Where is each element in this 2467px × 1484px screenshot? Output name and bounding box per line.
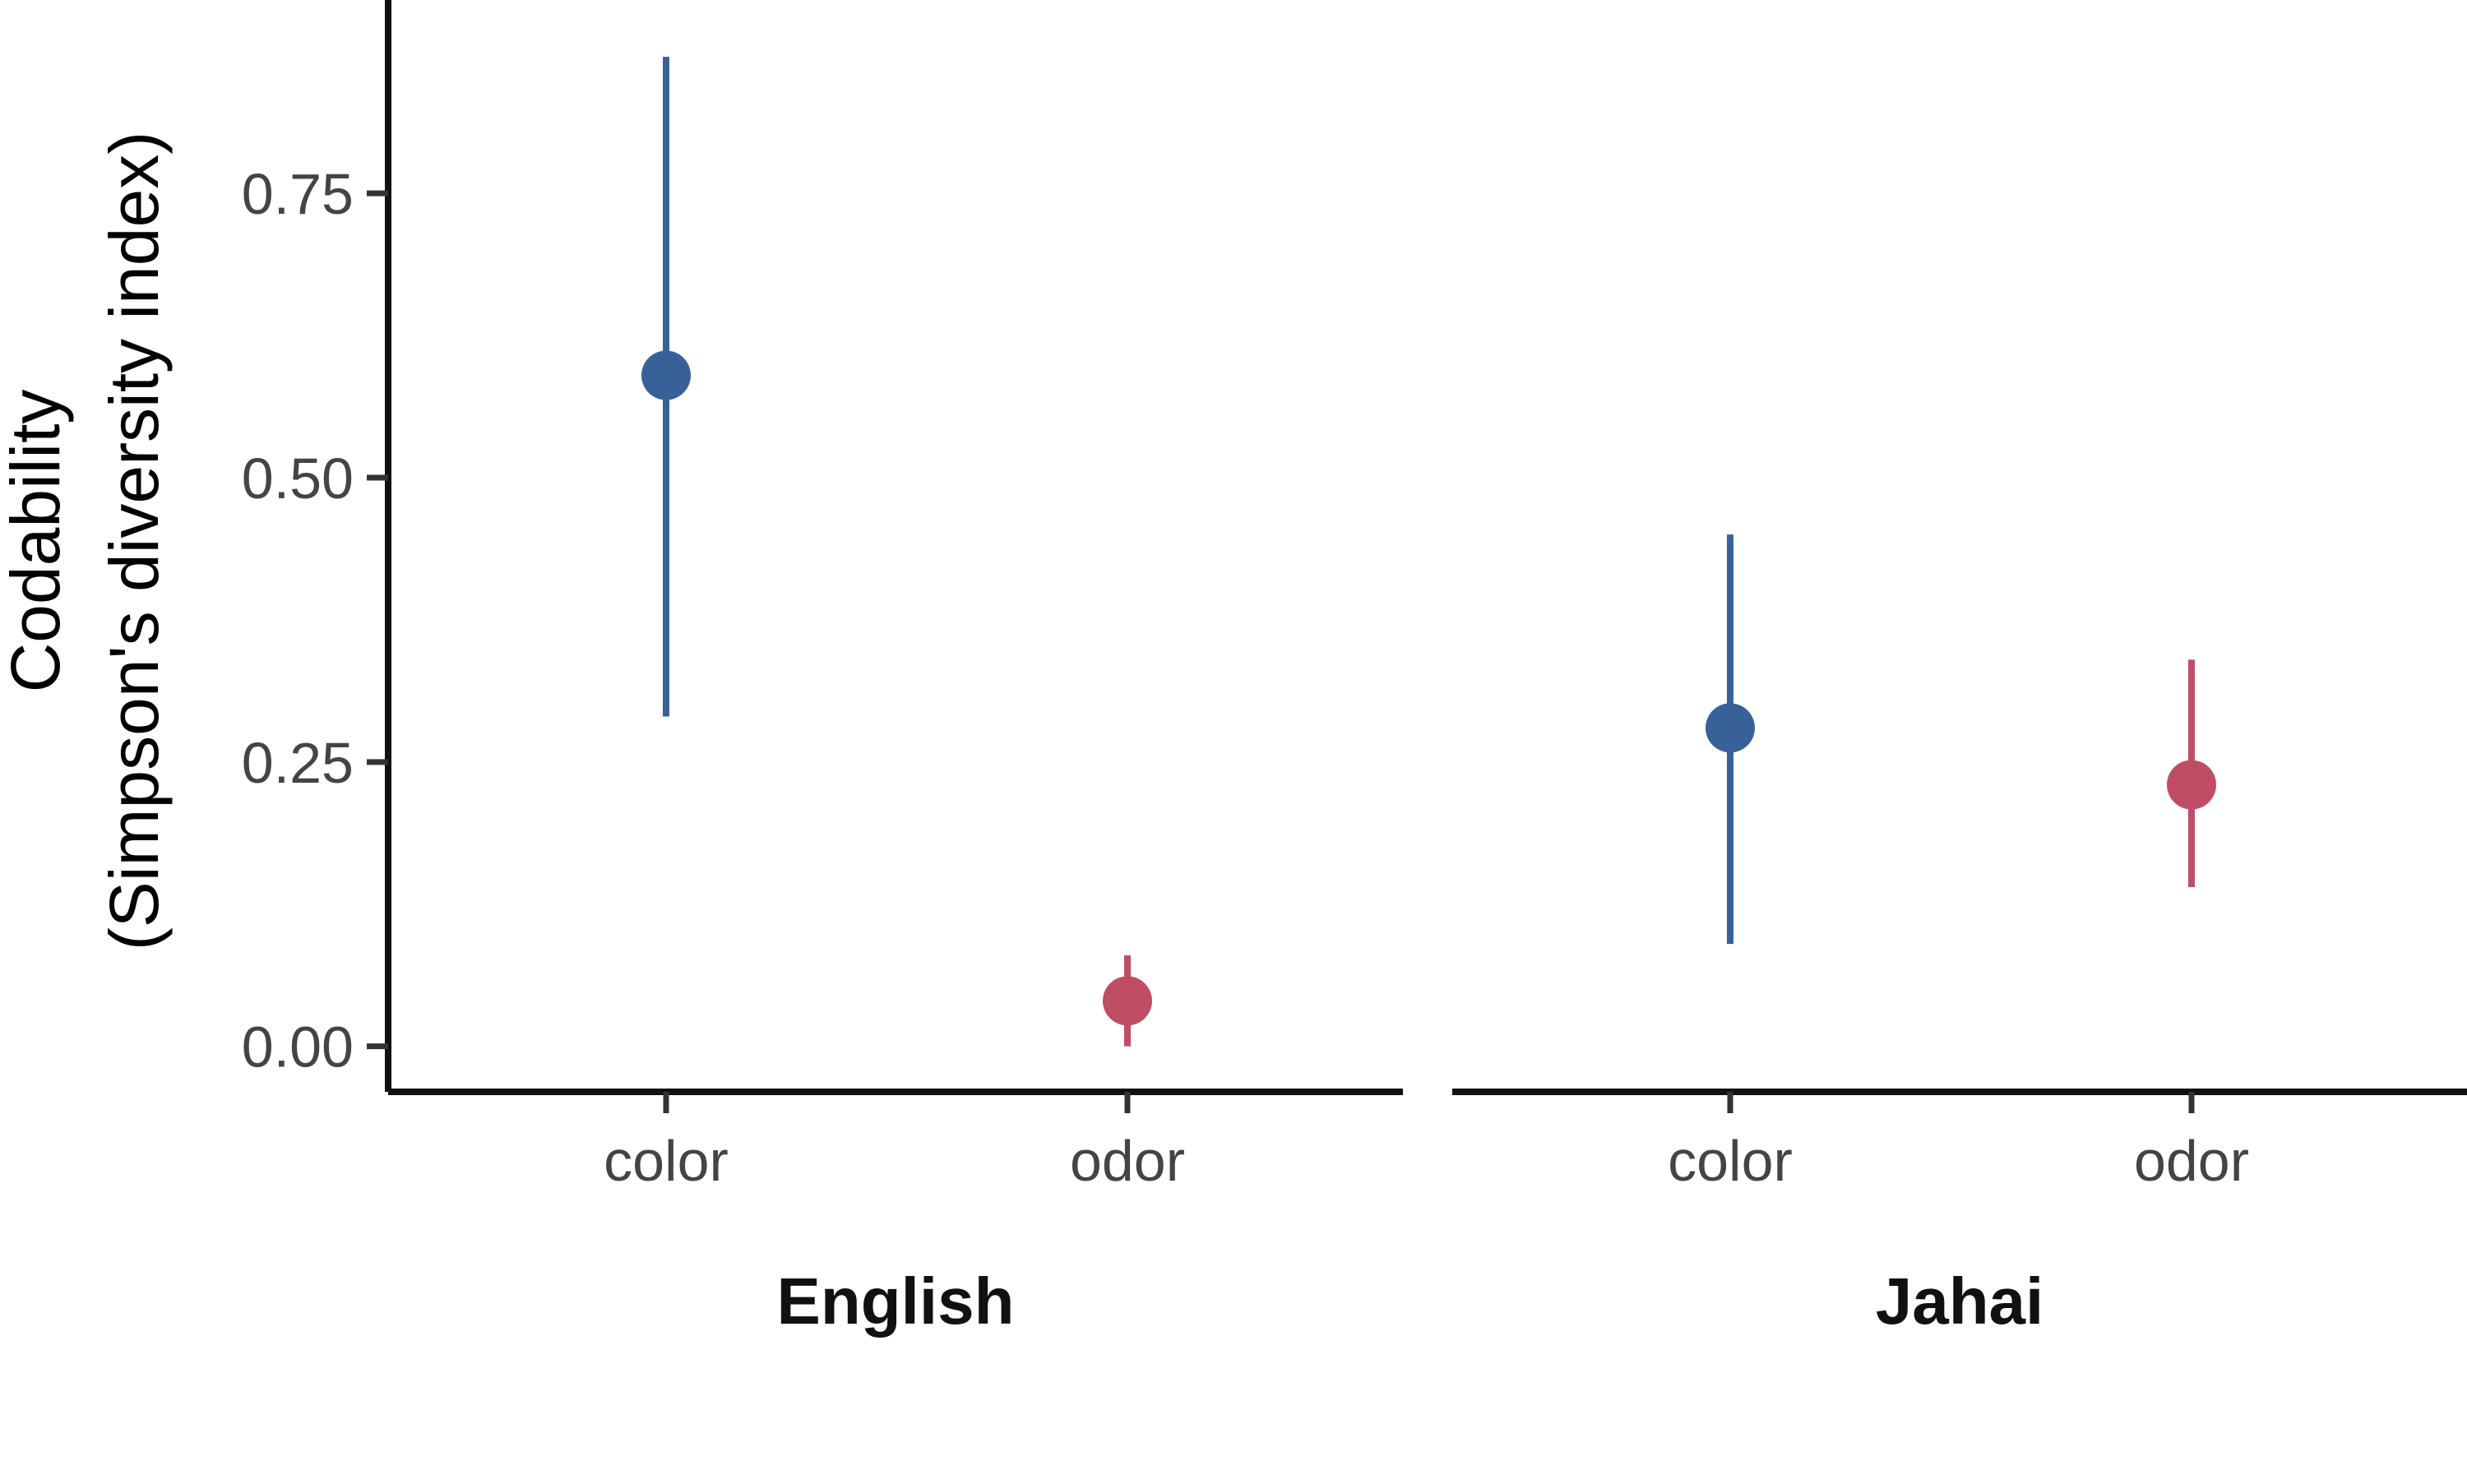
x-tick-label: odor — [1070, 1129, 1185, 1193]
facet-panel: color odor Jahai — [1452, 534, 2467, 1338]
x-tick-label: odor — [2134, 1129, 2249, 1193]
y-tick-label: 0.75 — [242, 162, 354, 226]
y-axis-title-line1: Codability — [0, 390, 74, 693]
x-tick-label: color — [1668, 1129, 1793, 1193]
y-tick-label: 0.00 — [242, 1015, 354, 1079]
y-axis: 0.00 0.25 0.50 0.75 — [242, 0, 391, 1092]
facet-label: Jahai — [1876, 1264, 2044, 1338]
facet-panels: color odor English color odor Jahai — [388, 57, 2467, 1338]
y-axis-title-line2: (Simpson's diversity index) — [95, 132, 173, 950]
data-point — [1103, 976, 1152, 1026]
x-tick-label: color — [604, 1129, 729, 1193]
data-point — [2167, 760, 2216, 810]
data-point — [641, 350, 691, 400]
y-tick-label: 0.25 — [242, 731, 354, 795]
facet-panel: color odor English — [388, 57, 1403, 1338]
data-point — [1706, 703, 1755, 753]
y-tick-label: 0.50 — [242, 446, 354, 511]
facet-label: English — [777, 1264, 1015, 1338]
y-axis-title: Codability (Simpson's diversity index) — [0, 132, 173, 950]
